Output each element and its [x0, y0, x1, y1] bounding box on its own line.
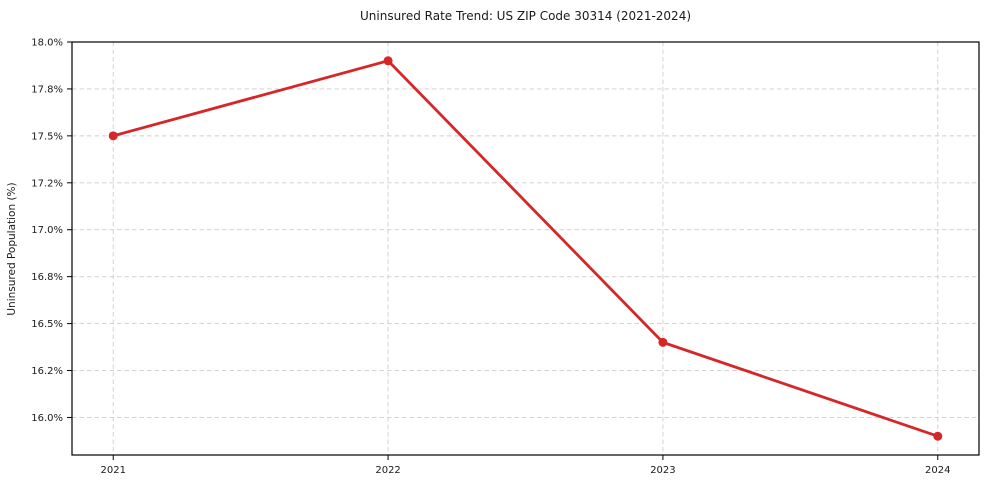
y-tick-label: 18.0% [31, 38, 63, 49]
data-point [933, 431, 943, 441]
y-tick-label: 17.5% [31, 131, 63, 142]
y-tick-label: 17.8% [31, 84, 63, 95]
y-tick-label: 16.2% [31, 366, 63, 377]
y-tick-label: 16.0% [31, 413, 63, 424]
y-tick-label: 16.5% [31, 319, 63, 330]
x-tick-label: 2024 [925, 465, 950, 476]
trend-line [111, 59, 940, 438]
chart-title: Uninsured Rate Trend: US ZIP Code 30314 … [359, 9, 692, 23]
y-tick-label: 17.0% [31, 225, 63, 236]
x-tick-label: 2021 [101, 465, 126, 476]
y-tick-label: 17.2% [31, 178, 63, 189]
data-point [383, 56, 393, 66]
x-tick-label: 2022 [375, 465, 400, 476]
plot-border [71, 41, 980, 456]
x-tick-label: 2023 [650, 465, 675, 476]
y-tick-label: 16.8% [31, 272, 63, 283]
data-point [108, 131, 118, 141]
data-point [658, 337, 668, 347]
